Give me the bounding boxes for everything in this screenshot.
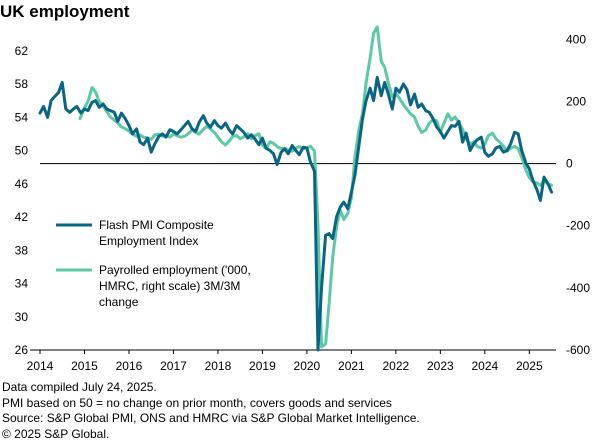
x-tick-label: 2021 (338, 359, 365, 373)
legend-payrolls-text: change (99, 295, 139, 309)
right-tick-label: -400 (566, 281, 590, 295)
left-tick-label: 34 (15, 277, 29, 291)
right-tick-label: -200 (566, 219, 590, 233)
employment-chart: 26 30 34 38 42 46 50 54 58 62 -600 -400 -200 0 200 400… (15, 25, 590, 373)
right-axis-ticks: -600 -400 -200 0 200 400 (566, 32, 590, 357)
x-tick-label: 2020 (294, 359, 321, 373)
left-tick-label: 42 (15, 210, 29, 224)
x-tick-label: 2017 (160, 359, 187, 373)
left-axis-ticks: 26 30 34 38 42 46 50 54 58 62 (15, 44, 29, 357)
legend-pmi-text: Flash PMI Composite (99, 218, 214, 232)
pmi-employment-line (38, 75, 554, 352)
x-tick-label: 2014 (27, 359, 54, 373)
legend-pmi-text: Employment Index (99, 234, 198, 248)
chart-legend: Flash PMI Composite Employment Index Payro… (56, 218, 251, 309)
x-tick-label: 2023 (427, 359, 454, 373)
x-tick-label: 2022 (383, 359, 410, 373)
x-tick-label: 2018 (205, 359, 232, 373)
chart-notes: Data compiled July 24, 2025. PMI based o… (2, 380, 420, 442)
chart-series (38, 25, 554, 352)
right-tick-label: 400 (566, 32, 586, 46)
left-tick-label: 50 (15, 144, 29, 158)
left-tick-label: 62 (15, 44, 29, 58)
right-tick-label: 200 (566, 94, 586, 108)
left-tick-label: 26 (15, 343, 29, 357)
x-tick-label: 2015 (71, 359, 98, 373)
x-tick-label: 2025 (516, 359, 543, 373)
left-tick-label: 54 (15, 110, 29, 124)
x-tick-label: 2019 (249, 359, 276, 373)
left-tick-label: 46 (15, 177, 29, 191)
right-tick-label: 0 (566, 157, 573, 171)
note-date: Data compiled July 24, 2025. (2, 380, 157, 394)
left-tick-label: 30 (15, 310, 29, 324)
x-tick-label: 2016 (116, 359, 143, 373)
x-tick-label: 2024 (471, 359, 498, 373)
legend-payrolls-text: HMRC, right scale) 3M/3M (99, 279, 240, 293)
left-tick-label: 58 (15, 77, 29, 91)
note-copyright: © 2025 S&P Global. (2, 426, 110, 441)
note-pmi: PMI based on 50 = no change on prior mon… (2, 395, 392, 410)
x-axis: 2014 2015 2016 2017 2018 2019 2020 2021 2022 2023… (27, 349, 556, 373)
legend-payrolls-text: Payrolled employment ('000, (99, 263, 251, 277)
left-tick-label: 38 (15, 243, 29, 257)
chart-title: UK employment (0, 2, 130, 21)
note-source: Source: S&P Global PMI, ONS and HMRC via… (2, 411, 420, 425)
right-tick-label: -600 (566, 343, 590, 357)
